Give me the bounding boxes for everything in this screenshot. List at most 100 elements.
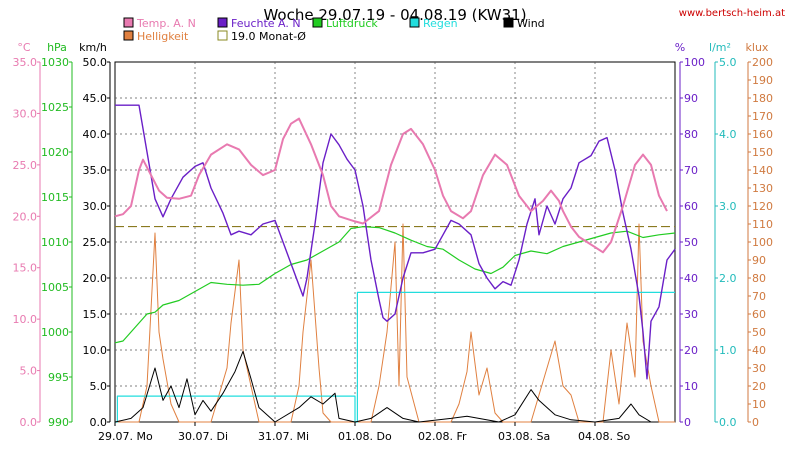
tick-label-wind: 35.0 [83, 164, 108, 177]
tick-label-lux: 30 [752, 362, 766, 375]
tick-label-temp: 5.0 [20, 365, 38, 378]
tick-label-temp: 0.0 [20, 416, 38, 429]
tick-label-rain: 0.0 [719, 416, 737, 429]
tick-label-temp: 15.0 [13, 262, 38, 275]
tick-label-hum: 90 [684, 92, 698, 105]
legend-swatch [217, 30, 228, 41]
legend-swatch [503, 17, 514, 28]
tick-label-lux: 50 [752, 326, 766, 339]
x-tick-label: 31.07. Mi [258, 430, 309, 443]
tick-label-hum: 60 [684, 200, 698, 213]
tick-label-temp: 35.0 [13, 56, 38, 69]
tick-label-lux: 110 [752, 218, 773, 231]
tick-label-hum: 40 [684, 272, 698, 285]
tick-label-lux: 10 [752, 398, 766, 411]
axis-unit-press: hPa [47, 41, 67, 54]
tick-label-lux: 190 [752, 74, 773, 87]
tick-label-lux: 0 [752, 416, 759, 429]
tick-label-press: 1010 [41, 236, 69, 249]
x-tick-label: 01.08. Do [338, 430, 392, 443]
tick-label-lux: 70 [752, 290, 766, 303]
legend-label: Wind [517, 17, 545, 30]
legend-label: Regen [423, 17, 458, 30]
tick-label-wind: 0.0 [90, 416, 108, 429]
x-tick-label: 29.07. Mo [98, 430, 153, 443]
tick-label-lux: 100 [752, 236, 773, 249]
tick-label-hum: 30 [684, 308, 698, 321]
series-line-feuchte-a-n [115, 104, 676, 380]
x-tick-label: 02.08. Fr [418, 430, 467, 443]
tick-label-lux: 160 [752, 128, 773, 141]
legend-swatch [217, 17, 228, 28]
tick-label-lux: 180 [752, 92, 773, 105]
legend-swatch [123, 17, 134, 28]
legend-label: Feuchte A. N [231, 17, 301, 30]
chart-title: Woche 29.07.19 - 04.08.19 (KW31) [263, 6, 526, 24]
tick-label-lux: 130 [752, 182, 773, 195]
legend: Temp. A. N Feuchte A. N Luftdruck Regen Wind… [123, 17, 545, 43]
legend-swatch [123, 30, 134, 41]
tick-label-lux: 120 [752, 200, 773, 213]
tick-label-lux: 170 [752, 110, 773, 123]
axis-unit-lux: klux [746, 41, 769, 54]
tick-label-lux: 80 [752, 272, 766, 285]
tick-label-lux: 140 [752, 164, 773, 177]
tick-label-press: 995 [48, 371, 69, 384]
legend-label: Helligkeit [137, 30, 189, 43]
tick-label-lux: 150 [752, 146, 773, 159]
tick-label-rain: 4.0 [719, 128, 737, 141]
series-line-helligkeit [115, 223, 675, 423]
tick-label-hum: 20 [684, 344, 698, 357]
tick-label-wind: 10.0 [83, 344, 108, 357]
tick-label-rain: 1.0 [719, 344, 737, 357]
series-line-wind [114, 350, 652, 423]
axis-units: °C hPa km/h% l/m² klux [17, 41, 769, 54]
tick-label-lux: 60 [752, 308, 766, 321]
x-tick-label: 03.08. Sa [498, 430, 550, 443]
x-tick-label: 30.07. Di [178, 430, 228, 443]
source-link[interactable]: www.bertsch-heim.at [679, 8, 785, 19]
legend-swatch [312, 17, 323, 28]
legend-label: Luftdruck [326, 17, 378, 30]
legend-label: Temp. A. N [136, 17, 196, 30]
tick-label-wind: 5.0 [90, 380, 108, 393]
tick-label-hum: 0 [684, 416, 691, 429]
tick-label-temp: 25.0 [13, 159, 38, 172]
tick-label-press: 1030 [41, 56, 69, 69]
tick-label-temp: 20.0 [13, 210, 38, 223]
tick-label-press: 1020 [41, 146, 69, 159]
tick-label-hum: 100 [684, 56, 705, 69]
tick-label-wind: 50.0 [83, 56, 108, 69]
tick-label-rain: 3.0 [719, 200, 737, 213]
tick-label-press: 990 [48, 416, 69, 429]
x-tick-label: 04.08. So [578, 430, 630, 443]
tick-label-lux: 90 [752, 254, 766, 267]
series-line-luftdruck [114, 226, 676, 344]
series-line-regen [115, 291, 675, 423]
tick-label-hum: 70 [684, 164, 698, 177]
tick-label-press: 1015 [41, 191, 69, 204]
tick-label-wind: 45.0 [83, 92, 108, 105]
tick-label-temp: 30.0 [13, 107, 38, 120]
tick-label-press: 1000 [41, 326, 69, 339]
tick-label-hum: 10 [684, 380, 698, 393]
tick-label-rain: 5.0 [719, 56, 737, 69]
tick-label-wind: 15.0 [83, 308, 108, 321]
axis-unit-temp: °C [17, 41, 31, 54]
tick-label-lux: 40 [752, 344, 766, 357]
tick-label-rain: 2.0 [719, 272, 737, 285]
series-line-temp-a-n [114, 117, 668, 254]
tick-label-hum: 50 [684, 236, 698, 249]
tick-label-lux: 200 [752, 56, 773, 69]
tick-label-wind: 40.0 [83, 128, 108, 141]
axis-unit-wind: km/h [79, 41, 107, 54]
tick-label-wind: 30.0 [83, 200, 108, 213]
tick-label-hum: 80 [684, 128, 698, 141]
tick-label-press: 1025 [41, 101, 69, 114]
legend-swatch [409, 17, 420, 28]
axis-unit-hum: % [675, 41, 685, 54]
legend-label: 19.0 Monat-Ø [231, 30, 306, 43]
plot-area: 0.05.010.015.020.025.030.035.09909951000… [13, 56, 774, 443]
